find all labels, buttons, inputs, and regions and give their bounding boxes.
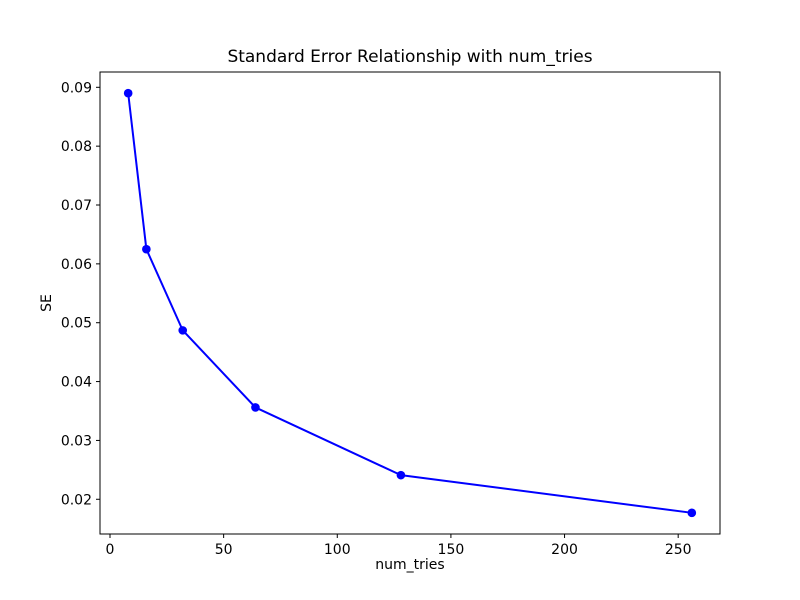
data-point (396, 470, 406, 480)
y-axis-label: SE (39, 294, 55, 312)
x-tick-label: 250 (665, 542, 692, 558)
y-tick-label: 0.03 (61, 433, 92, 449)
chart-title: Standard Error Relationship with num_tri… (227, 47, 593, 67)
y-tick-label: 0.09 (61, 80, 92, 96)
data-point (687, 508, 697, 518)
data-point (142, 244, 151, 254)
data-point (251, 403, 260, 412)
x-tick-label: 0 (106, 542, 115, 558)
y-tick-label: 0.02 (61, 492, 92, 508)
series-line (127, 92, 693, 514)
data-point (178, 326, 188, 335)
x-tick-label: 150 (438, 542, 465, 558)
y-tick-label: 0.07 (61, 198, 92, 214)
y-tick-label: 0.05 (61, 316, 92, 332)
plot-border (99, 71, 721, 535)
data-point (123, 88, 133, 98)
x-tick-label: 200 (551, 542, 578, 558)
y-tick-label: 0.06 (61, 257, 92, 273)
x-tick-label: 50 (215, 542, 233, 558)
x-axis-label: num_tries (375, 557, 445, 573)
x-tick-label: 100 (324, 542, 351, 558)
y-tick-label: 0.04 (61, 375, 92, 391)
y-tick-label: 0.08 (61, 139, 92, 155)
